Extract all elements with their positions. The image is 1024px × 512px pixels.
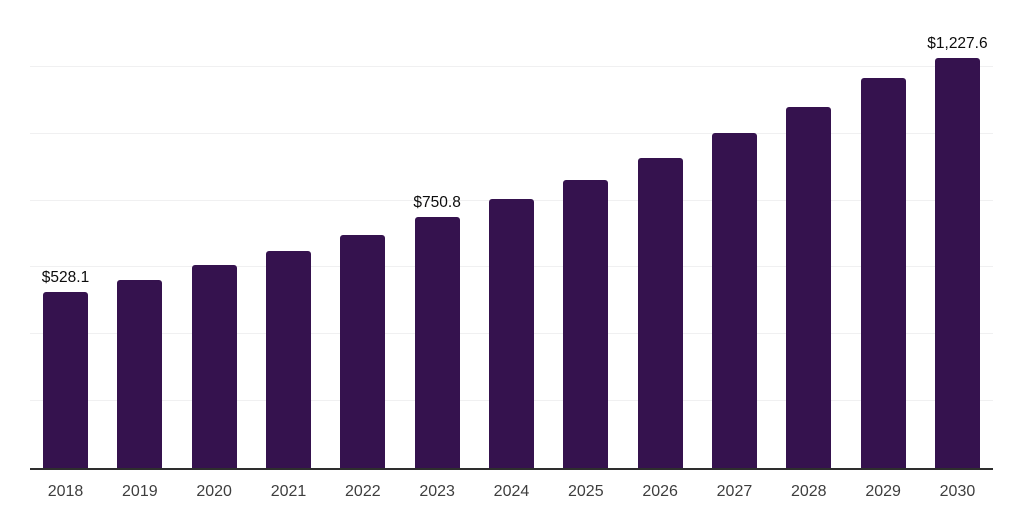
bar-series: $528.1 $750.8 $1,227.6 [30, 0, 993, 468]
x-axis-label-2025: 2025 [568, 483, 604, 500]
x-axis-label-2020: 2020 [196, 483, 232, 500]
bar-slot-2027 [711, 133, 757, 468]
bar-2029 [860, 78, 906, 468]
bar-2022 [340, 234, 386, 468]
bar-2026 [637, 157, 683, 468]
bar-value-label-2018: $528.1 [41, 268, 90, 286]
bar-slot-2023: $750.8 [413, 194, 461, 468]
bar-2020 [191, 265, 237, 468]
bar-2027 [711, 133, 757, 468]
plot-area: $528.1 $750.8 $1,227.6 [30, 0, 993, 470]
bar-2030 [934, 57, 980, 468]
x-axis-label-2024: 2024 [493, 483, 530, 500]
x-axis-label-2018: 2018 [47, 483, 84, 500]
x-axis-label-2028: 2028 [790, 483, 827, 500]
bar-2024 [488, 198, 534, 468]
bar-slot-2026 [637, 157, 683, 468]
bar-2021 [265, 250, 311, 468]
x-axis-label-2019: 2019 [122, 483, 158, 500]
bar-slot-2030: $1,227.6 [927, 35, 988, 468]
x-axis-label-2027: 2027 [716, 483, 753, 500]
bar-slot-2019 [117, 279, 163, 468]
x-axis-label-2030: 2030 [939, 483, 976, 500]
bar-slot-2029 [860, 78, 906, 468]
x-axis-labels: 2018 2019 2020 2021 2022 2023 2024 2025 2026 2027… [30, 470, 993, 501]
bar-2018 [43, 291, 88, 468]
gridline-1000 [30, 132, 993, 134]
bar-2028 [786, 107, 832, 468]
bar-value-label-2023: $750.8 [413, 194, 461, 211]
x-axis-label-2023: 2023 [419, 483, 455, 500]
x-axis-label-2029: 2029 [865, 483, 901, 500]
bar-value-label-2030: $1,227.6 [927, 34, 988, 52]
bar-2025 [563, 179, 609, 468]
bar-slot-2028 [786, 107, 832, 468]
bar-slot-2022 [340, 234, 386, 468]
bar-slot-2021 [265, 250, 311, 468]
bar-slot-2020 [191, 265, 237, 468]
bar-slot-2024 [488, 198, 534, 468]
bar-2023 [414, 217, 460, 468]
bar-slot-2018: $528.1 [42, 269, 89, 468]
x-axis-label-2026: 2026 [642, 483, 678, 500]
bar-2019 [117, 279, 163, 468]
bar-slot-2025 [563, 179, 609, 468]
x-axis-label-2022: 2022 [345, 483, 381, 500]
gridline-1200 [30, 65, 993, 67]
x-axis-label-2021: 2021 [270, 483, 307, 500]
